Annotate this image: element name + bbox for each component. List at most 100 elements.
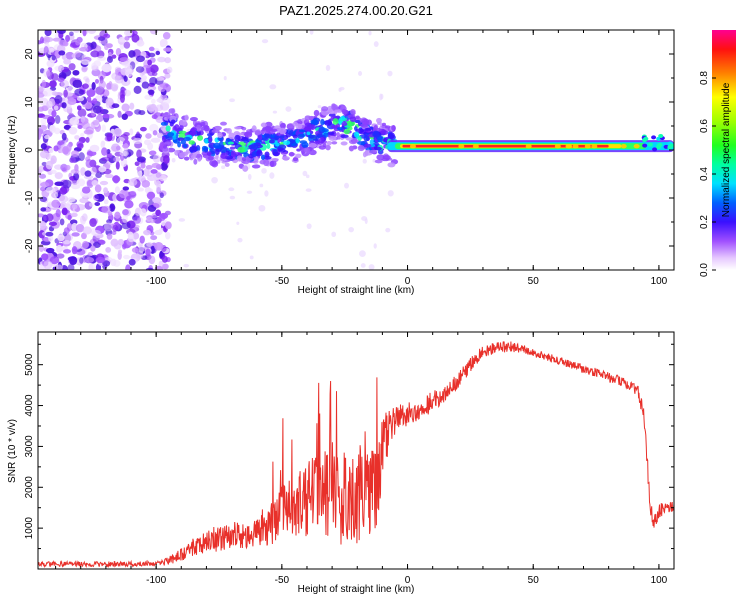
spectrogram-noise-blob — [146, 191, 156, 200]
spectrogram-noise-blob — [154, 242, 164, 251]
spectrogram-noise-blob — [84, 256, 95, 264]
snr-frame — [37, 331, 675, 570]
spectrogram-noise-blob — [97, 71, 106, 80]
spectrogram-ridge-blob — [354, 119, 361, 124]
spectrogram-noise-blob — [88, 264, 94, 270]
spectrogram-noise-blob — [69, 31, 74, 37]
spectrogram-x-tick-label: -50 — [275, 276, 290, 287]
spectrogram-noise-blob — [123, 254, 131, 260]
spectrogram-ridge-blob — [233, 131, 241, 137]
spectrogram-noise-blob — [151, 98, 156, 104]
spectrogram-noise-blob — [153, 201, 162, 208]
spectrogram-ridge-blob — [220, 121, 227, 126]
ridge-band-knot — [572, 143, 579, 149]
spectrogram-faint-blob — [178, 218, 186, 222]
snr-y-tick-label: 3000 — [24, 435, 35, 458]
spectrogram-noise-blob — [128, 178, 138, 187]
spectrogram-ridge-blob — [180, 139, 187, 145]
spectrogram-ridge-blob — [321, 106, 329, 112]
spectrogram-noise-blob — [41, 79, 47, 88]
spectrogram-ridge-blob — [353, 131, 360, 138]
spectrogram-noise-blob — [59, 218, 65, 226]
spectrogram-ridge-blob — [172, 135, 177, 140]
spectrogram-ridge-blob — [320, 118, 325, 126]
spectrogram-noise-blob — [46, 70, 51, 77]
spectrogram-noise-blob — [99, 30, 108, 39]
spectrogram-noise-blob — [105, 43, 113, 49]
spectrogram-noise-blob — [151, 162, 161, 169]
snr-x-label: Height of straight line (km) — [298, 584, 415, 595]
spectrogram-ridge-blob — [234, 126, 242, 130]
spectrogram-faint-blob — [306, 223, 312, 230]
spectrogram-ridge-blob — [257, 134, 263, 141]
spectrogram-noise-blob — [109, 204, 114, 211]
spectrogram-ridge-blob — [381, 122, 386, 126]
spectrogram-noise-blob — [140, 163, 146, 169]
spectrogram-noise-blob — [155, 104, 164, 112]
spectrogram-noise-blob — [107, 152, 113, 159]
spectrogram-noise-blob — [150, 137, 161, 143]
spectrogram-ridge-blob — [220, 152, 228, 159]
spectrogram-faint-blob — [223, 76, 227, 81]
spectrogram-noise-blob — [149, 76, 158, 86]
spectrogram-noise-blob — [56, 244, 63, 253]
spectrogram-noise-blob — [128, 50, 136, 58]
spectrogram-noise-blob — [94, 201, 101, 207]
spectrogram-faint-blob — [302, 170, 308, 177]
spectrogram-ridge-blob — [229, 146, 236, 150]
spectrogram-faint-blob — [385, 227, 391, 233]
spectrogram-ridge-blob — [340, 115, 346, 121]
spectrogram-ridge-blob — [241, 157, 247, 162]
spectrogram-noise-blob — [101, 124, 107, 133]
spectrogram-noise-blob — [93, 60, 102, 67]
spectrogram-edge-blob — [651, 135, 657, 140]
spectrogram-faint-blob — [166, 66, 173, 74]
spectrogram-noise-blob — [113, 156, 120, 163]
spectrogram-noise-blob — [51, 199, 61, 208]
spectrogram-noise-blob — [112, 193, 118, 202]
spectrogram-ridge-blob — [278, 134, 285, 139]
spectrogram-noise-blob — [49, 80, 57, 88]
spectrogram-noise-blob — [158, 213, 166, 221]
spectrogram-ridge-blob — [364, 127, 372, 131]
spectrogram-noise-blob — [149, 64, 159, 73]
spectrogram-ridge-blob — [264, 151, 270, 158]
spectrogram-noise-blob — [95, 256, 106, 264]
spectrogram-noise-blob — [165, 231, 171, 240]
spectrogram-ridge-blob — [341, 121, 348, 127]
spectrogram-noise-blob — [150, 169, 158, 174]
spectrogram-noise-blob — [91, 179, 99, 187]
spectrogram-noise-blob — [81, 66, 88, 73]
spectrogram-ridge-blob — [237, 146, 246, 153]
spectrogram-ridge-blob — [309, 124, 316, 130]
spectrogram-noise-blob — [63, 240, 71, 245]
spectrogram-ridge-blob — [380, 130, 389, 136]
spectrogram-ridge-blob — [384, 125, 391, 129]
spectrogram-noise-blob — [111, 83, 119, 91]
ridge-band-knot — [620, 143, 627, 149]
spectrogram-ridge-blob — [260, 129, 265, 135]
spectrogram-ridge-blob — [214, 148, 220, 155]
spectrogram-ridge-blob — [316, 133, 324, 138]
spectrogram-noise-blob — [89, 218, 97, 227]
spectrogram-noise-blob — [63, 227, 70, 235]
spectrogram-noise-blob — [61, 132, 67, 141]
spectrogram-noise-blob — [104, 113, 115, 119]
spectrogram-ridge-blob — [382, 155, 391, 160]
spectrogram-noise-blob — [55, 208, 61, 218]
spectrogram-edge-blob — [657, 142, 663, 147]
spectrogram-ridge-blob — [372, 130, 380, 138]
spectrogram-noise-blob — [38, 213, 45, 218]
spectrogram-ridge-blob — [321, 128, 329, 133]
spectrogram-ridge-blob — [269, 160, 275, 168]
spectrogram-noise-blob — [43, 260, 53, 270]
spectrogram-ridge-blob — [167, 132, 175, 137]
spectrogram-noise-blob — [160, 161, 168, 171]
spectrogram-noise-blob — [90, 50, 100, 58]
spectrogram-faint-blob — [358, 71, 363, 76]
spectrogram-noise-blob — [133, 215, 141, 224]
spectrogram-noise-blob — [57, 77, 65, 83]
spectrogram-noise-blob — [63, 58, 72, 65]
spectrogram-noise-blob — [156, 132, 164, 139]
spectrogram-noise-blob — [161, 255, 168, 263]
